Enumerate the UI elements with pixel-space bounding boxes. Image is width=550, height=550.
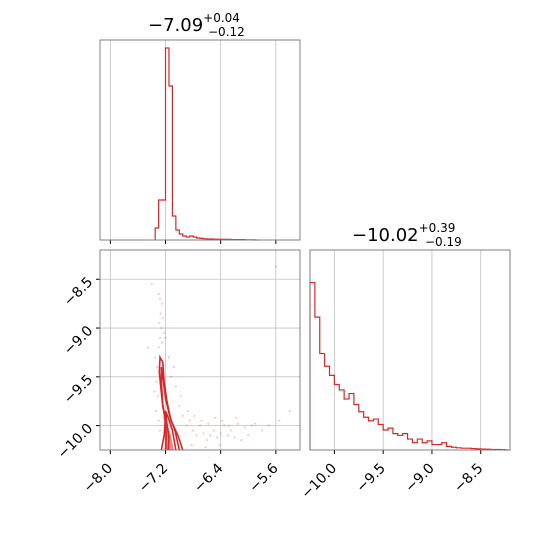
scatter-x-tick-label: −5.6 <box>246 460 281 495</box>
density-contour <box>160 366 181 451</box>
scatter-point <box>195 434 198 437</box>
scatter-point <box>209 434 212 437</box>
scatter-point <box>157 292 160 296</box>
scatter-point <box>153 390 156 393</box>
scatter-x-tick-label: −7.2 <box>136 460 171 495</box>
scatter-point <box>188 419 191 422</box>
histogram-y-panel: −10.02+0.39 −0.19 −10.0 −9.5 −9.0 −8.5 <box>298 221 511 502</box>
scatter-point <box>226 434 229 437</box>
histogram-x-title: −7.09+0.04 <box>148 11 240 36</box>
scatter-point <box>160 326 163 330</box>
scatter-point <box>274 265 278 268</box>
histogram-y-title-plus: +0.39 <box>419 221 456 235</box>
scatter-point <box>240 439 243 442</box>
scatter-point <box>247 434 250 437</box>
scatter-point <box>186 409 189 413</box>
scatter-point <box>227 424 231 427</box>
scatter-point <box>202 432 205 435</box>
scatter-point <box>212 429 215 432</box>
scatter-point <box>160 302 164 305</box>
scatter-point <box>233 436 236 439</box>
scatter-point <box>205 439 209 442</box>
scatter-point <box>193 414 196 418</box>
scatter-point <box>157 419 160 422</box>
scatter-point <box>234 416 238 420</box>
scatter-x-tick-label: −6.4 <box>191 460 226 495</box>
scatter-point <box>164 336 167 340</box>
scatter-point <box>158 336 162 340</box>
histogram-x-title-value: −7.09 <box>148 15 203 36</box>
scatter-point <box>260 429 264 432</box>
histogram-y-tick-label: −10.0 <box>298 460 340 502</box>
histogram-y-tick-label: −8.5 <box>451 460 486 495</box>
scatter-point <box>185 424 188 427</box>
scatter-y-tick-label: −9.0 <box>61 323 96 358</box>
scatter-point <box>229 429 233 432</box>
histogram-y-bars <box>309 281 510 451</box>
scatter-point <box>174 385 178 388</box>
histogram-x-panel: −7.09+0.04 −0.12 <box>99 11 301 244</box>
scatter-panel: −8.0 −7.2 −6.4 −5.6 −8.5 −9.0 −9.5 −10.0 <box>55 249 301 496</box>
scatter-point <box>154 409 158 413</box>
histogram-y-title-value: −10.02 <box>352 225 419 246</box>
scatter-point <box>198 424 202 427</box>
scatter-point <box>157 346 160 349</box>
scatter-point <box>162 331 166 335</box>
scatter-point <box>158 297 162 300</box>
scatter-point <box>218 443 221 447</box>
histogram-x-frame <box>99 39 301 241</box>
scatter-point <box>220 419 224 422</box>
scatter-point <box>158 321 161 325</box>
scatter-point <box>160 341 164 344</box>
scatter-point <box>156 395 160 398</box>
scatter-point <box>204 445 207 449</box>
scatter-point <box>150 282 153 286</box>
scatter-point <box>172 365 175 369</box>
scatter-point <box>243 426 247 429</box>
scatter-point <box>216 436 219 439</box>
scatter-point <box>179 395 182 398</box>
scatter-point <box>200 419 203 422</box>
scatter-point <box>181 414 184 418</box>
scatter-point <box>207 422 210 425</box>
density-contour <box>164 410 177 451</box>
scatter-point <box>278 419 281 422</box>
scatter-point <box>191 429 195 432</box>
scatter-point <box>169 375 173 379</box>
scatter-point <box>159 312 162 315</box>
histogram-y-title-minus: −0.19 <box>425 235 462 249</box>
scatter-point <box>250 424 253 427</box>
scatter-point <box>167 356 171 359</box>
scatter-point <box>267 424 271 427</box>
histogram-y-frame <box>309 249 511 451</box>
scatter-point <box>156 365 159 369</box>
scatter-point <box>253 422 257 425</box>
scatter-point <box>147 346 150 349</box>
scatter-point <box>219 432 222 435</box>
scatter-y-tick-label: −8.5 <box>61 274 96 309</box>
scatter-point <box>190 443 193 447</box>
histogram-x-title-plus: +0.04 <box>203 11 240 25</box>
scatter-point <box>236 422 240 425</box>
scatter-frame <box>99 249 301 451</box>
histogram-x-title-minus: −0.12 <box>208 25 245 39</box>
scatter-y-tick-label: −9.5 <box>61 372 96 407</box>
scatter-point <box>153 356 157 359</box>
scatter-point <box>161 317 164 320</box>
scatter-point <box>213 416 217 420</box>
histogram-y-title: −10.02+0.39 <box>352 221 455 246</box>
histogram-y-tick-label: −9.5 <box>354 460 389 495</box>
scatter-point <box>155 380 158 383</box>
scatter-point <box>222 424 226 427</box>
scatter-point <box>178 404 181 408</box>
scatter-y-tick-label: −10.0 <box>55 421 97 463</box>
histogram-x-bars <box>154 47 259 241</box>
histogram-y-tick-label: −9.0 <box>402 460 437 495</box>
scatter-point <box>158 429 162 432</box>
scatter-point <box>288 409 291 413</box>
scatter-x-tick-label: −8.0 <box>81 460 116 495</box>
